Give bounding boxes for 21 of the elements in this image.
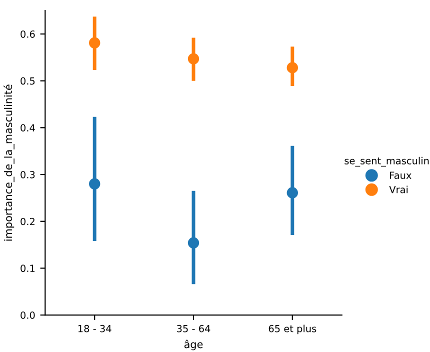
x-axis-title: âge — [184, 340, 203, 350]
y-tick-label: 0.6 — [20, 30, 35, 38]
y-tick-label: 0.3 — [20, 170, 35, 178]
point — [88, 178, 100, 190]
point — [286, 187, 298, 198]
legend-label: Vrai — [389, 186, 408, 194]
point — [286, 62, 298, 74]
x-tick-label: 18 - 34 — [78, 324, 112, 332]
x-tick-label: 35 - 64 — [177, 324, 210, 332]
y-tick-label: 0.4 — [20, 124, 35, 132]
point — [188, 53, 200, 64]
y-tick-label: 0.1 — [20, 264, 35, 272]
point — [188, 237, 200, 249]
y-tick-label: 0.0 — [20, 312, 35, 319]
y-tick-label: 0.2 — [20, 218, 34, 226]
x-tick-label: 65 et plus — [268, 324, 316, 334]
y-axis-title: importance_de_la_masculinité — [4, 84, 14, 241]
legend-title: se_sent_masculin — [344, 156, 429, 167]
legend-label: Faux — [390, 172, 412, 179]
y-tick-label: 0.5 — [20, 77, 35, 85]
point — [88, 37, 100, 48]
